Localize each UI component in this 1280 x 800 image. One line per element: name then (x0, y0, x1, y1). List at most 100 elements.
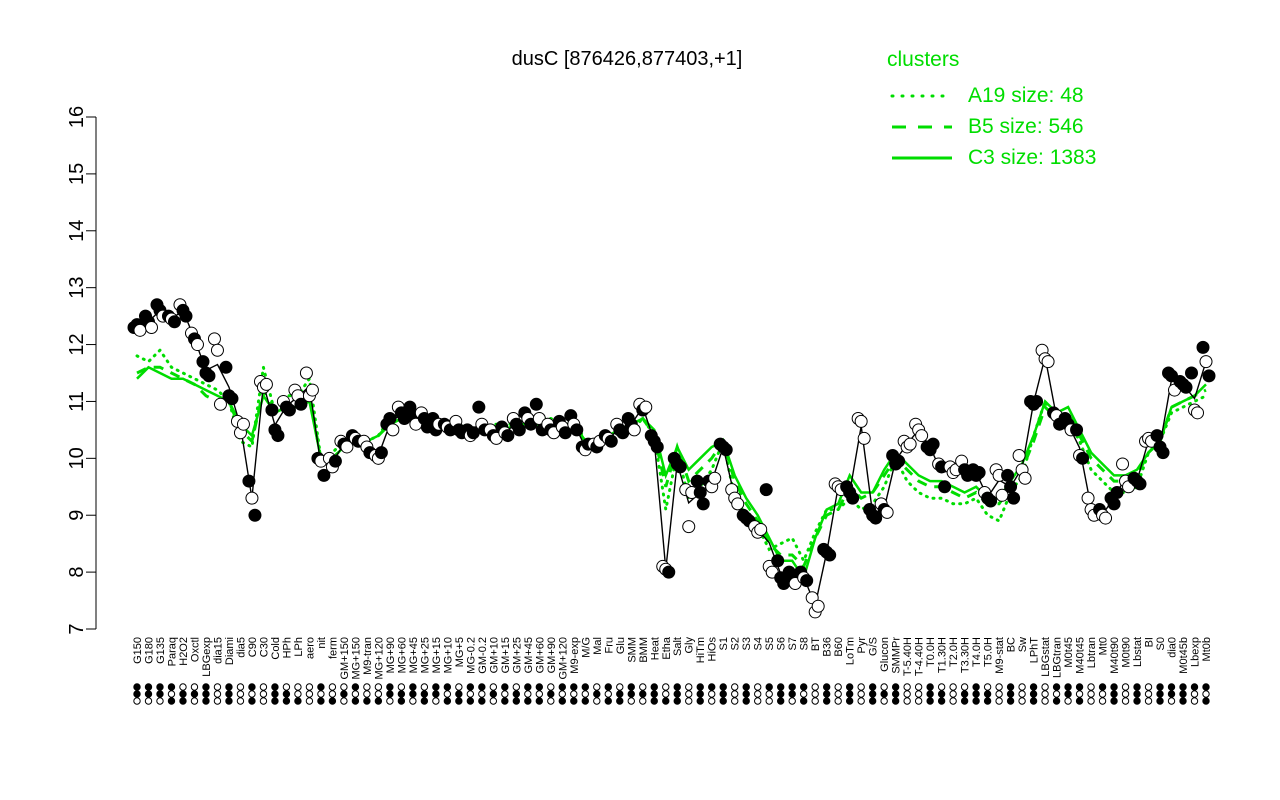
x-tick-label: MG+90 (385, 637, 397, 673)
sample-marker (420, 683, 429, 691)
sample-marker (478, 683, 486, 691)
data-point (1107, 497, 1121, 511)
sample-marker (857, 690, 865, 698)
sample-marker (673, 690, 681, 698)
sample-marker (811, 697, 819, 705)
sample-marker (983, 690, 992, 698)
sample-marker (305, 697, 314, 705)
sample-marker (1098, 697, 1107, 705)
sample-marker (397, 683, 406, 691)
sample-marker (156, 690, 164, 698)
sample-marker (662, 690, 670, 698)
sample-marker (236, 690, 245, 698)
x-tick-label: S3 (741, 637, 753, 650)
sample-marker (432, 697, 440, 705)
sample-marker (937, 697, 946, 705)
x-tick-label: Fru (603, 637, 615, 654)
x-tick-label: S8 (799, 637, 811, 650)
sample-marker (455, 697, 463, 705)
sample-marker (822, 690, 831, 698)
sample-marker (731, 697, 739, 705)
sample-marker (489, 697, 498, 705)
sample-marker (1133, 683, 1141, 691)
sample-marker (133, 683, 141, 691)
sample-marker (1075, 697, 1084, 705)
data-point (1156, 446, 1170, 460)
sample-marker (1087, 683, 1095, 691)
data-point (800, 574, 814, 588)
sample-marker (1144, 690, 1153, 698)
sample-marker (1144, 683, 1153, 691)
x-tick-label: S4 (753, 637, 765, 650)
sample-marker (1029, 683, 1038, 691)
sample-marker (1087, 697, 1095, 705)
sample-marker (1029, 697, 1038, 705)
data-point (926, 437, 940, 451)
data-point (225, 392, 239, 406)
x-tick-label: Glucon (879, 637, 891, 672)
sample-marker (719, 683, 727, 691)
data-point (673, 460, 687, 474)
x-tick-label: T-5.40H (902, 637, 914, 676)
data-point (1099, 511, 1113, 525)
y-tick-label: 12 (66, 333, 88, 355)
sample-marker (776, 683, 785, 691)
x-tick-label: GM+25 (511, 637, 523, 673)
sample-marker (1098, 690, 1107, 698)
sample-marker (305, 690, 314, 698)
sample-marker (662, 697, 670, 705)
x-tick-label: S2 (730, 637, 742, 650)
sample-marker (581, 690, 589, 698)
data-point (383, 412, 397, 426)
sample-marker (972, 697, 980, 705)
x-tick-label: M0t45b (1178, 637, 1190, 674)
data-point (693, 485, 707, 499)
data-point (245, 491, 259, 505)
sample-marker (788, 697, 796, 705)
x-tick-label: M9-stat (994, 637, 1006, 674)
sample-marker (558, 697, 567, 705)
sample-marker (616, 697, 624, 705)
x-tick-label: T4.0H (971, 637, 983, 667)
x-tick-label: HiOs (707, 637, 719, 662)
sample-marker (466, 690, 475, 698)
sample-marker (627, 683, 635, 691)
sample-marker (386, 690, 394, 698)
sample-marker (328, 697, 337, 705)
sample-marker (1167, 697, 1176, 705)
data-point (219, 360, 233, 374)
sample-marker (1075, 683, 1084, 691)
sample-marker (799, 697, 808, 705)
data-points (127, 298, 1216, 619)
sample-marker (891, 690, 900, 698)
sample-marker (558, 683, 567, 691)
sample-marker (1006, 690, 1015, 698)
sample-marker (317, 697, 325, 705)
sample-marker (719, 690, 727, 698)
sample-marker (478, 697, 486, 705)
data-point (202, 369, 216, 383)
sample-marker (236, 683, 245, 691)
x-tick-label: LoTm (845, 637, 857, 665)
data-point (719, 443, 733, 457)
x-tick-label: Lbexp (1190, 637, 1202, 667)
sample-marker (776, 690, 785, 698)
x-tick-label: GM+15 (500, 637, 512, 673)
data-point (1179, 380, 1193, 394)
data-point (915, 429, 929, 443)
sample-marker (960, 683, 969, 691)
sample-marker (673, 697, 681, 705)
sample-marker (1156, 683, 1164, 691)
sample-marker (1041, 697, 1049, 705)
sample-marker (190, 690, 199, 698)
x-tick-label: MG+45 (408, 637, 420, 673)
data-point (846, 491, 860, 505)
sample-marker (351, 690, 360, 698)
sample-marker (765, 683, 773, 691)
sample-marker (604, 697, 612, 705)
sample-marker (742, 683, 750, 691)
data-point (1012, 448, 1026, 462)
x-tick-label: Mt0b (1201, 637, 1213, 661)
sample-marker (271, 690, 279, 698)
data-point (1001, 468, 1015, 482)
